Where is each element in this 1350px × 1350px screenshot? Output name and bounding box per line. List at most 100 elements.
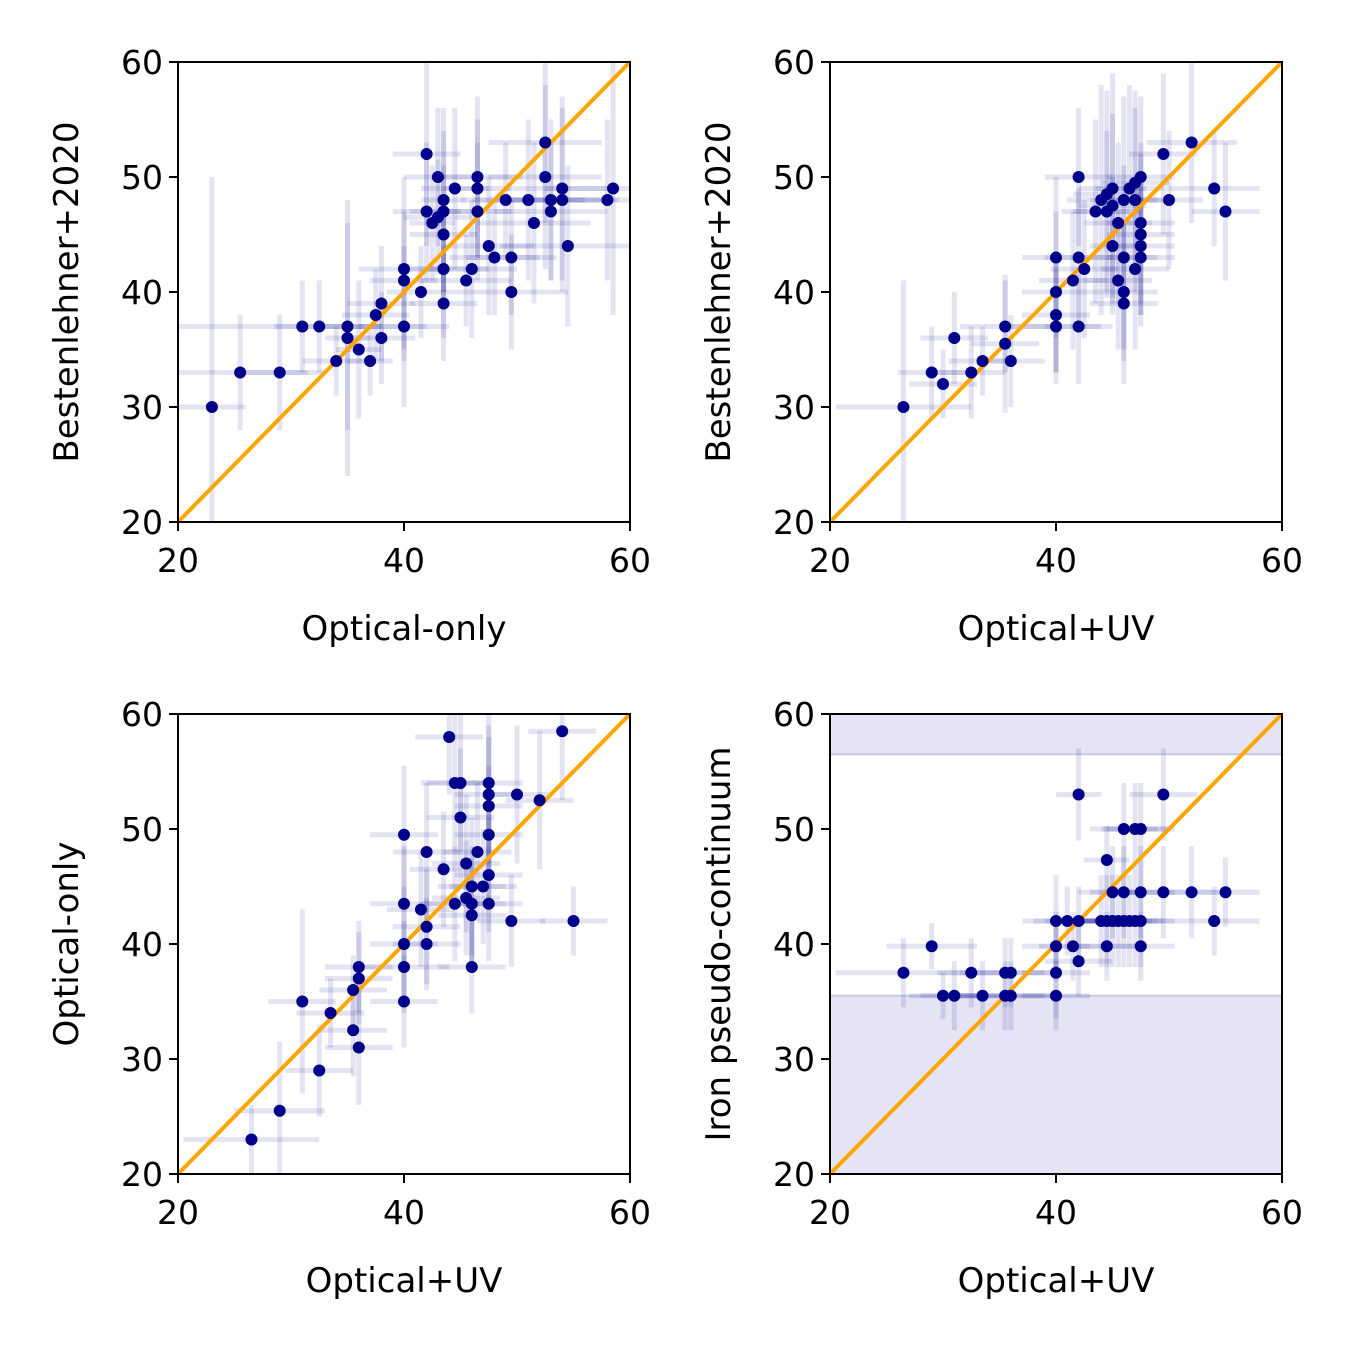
panel-2: 20 40 60 20 30 40 50 60 Optical+UV Bestenlehner+2… (699, 43, 1303, 649)
data-point (1134, 915, 1147, 927)
data-point (1157, 788, 1170, 801)
data-point (511, 788, 523, 801)
data-point (567, 915, 580, 927)
y-tick-label: 30 (121, 388, 163, 427)
data-point (460, 857, 473, 870)
plot-area (178, 714, 630, 1174)
data-point (437, 194, 450, 206)
y-axis-label: Bestenlehner+2020 (699, 121, 739, 462)
data-point (1129, 263, 1142, 275)
data-point (330, 355, 343, 367)
data-point (556, 194, 569, 206)
data-point (443, 731, 456, 743)
data-point (539, 136, 552, 149)
x-tick-label: 20 (157, 1193, 199, 1232)
data-point (1117, 886, 1130, 899)
data-point (1134, 217, 1147, 229)
data-point (471, 846, 484, 858)
data-point (352, 961, 365, 973)
data-point (420, 846, 433, 858)
data-point (1106, 199, 1119, 212)
data-point (1134, 886, 1147, 899)
data-point (482, 869, 495, 881)
data-point (347, 1024, 360, 1037)
data-point (1072, 171, 1085, 183)
y-tick-label: 50 (121, 158, 163, 197)
data-point (1050, 966, 1062, 979)
data-point (398, 263, 410, 275)
data-point (1157, 148, 1170, 160)
data-point (533, 794, 546, 807)
y-tick-label: 50 (121, 810, 163, 849)
x-tick-label: 40 (383, 1193, 425, 1232)
data-point (420, 148, 433, 160)
data-point (965, 966, 978, 979)
data-point (398, 938, 410, 950)
x-tick-label: 20 (809, 541, 851, 580)
x-tick-label: 40 (1035, 1193, 1077, 1232)
data-point (414, 286, 427, 298)
y-tick-label: 60 (773, 695, 815, 734)
data-point (471, 205, 484, 218)
data-point (1106, 886, 1119, 899)
data-point (234, 366, 247, 379)
data-point (375, 332, 388, 344)
data-point (1134, 823, 1147, 835)
data-point (1134, 940, 1147, 953)
data-point (414, 903, 427, 916)
y-tick-label: 60 (121, 43, 163, 82)
x-tick-label: 60 (1261, 1193, 1303, 1232)
x-axis-label: Optical+UV (958, 609, 1155, 649)
y-tick-label: 20 (773, 1155, 815, 1194)
data-point (420, 205, 433, 218)
data-point (999, 337, 1012, 350)
data-point (1004, 355, 1017, 367)
data-point (1072, 955, 1085, 968)
y-tick-label: 30 (773, 388, 815, 427)
data-point (1185, 136, 1198, 149)
data-point (1072, 251, 1085, 264)
data-point (364, 355, 377, 367)
plot-area (178, 62, 630, 522)
data-point (1134, 171, 1147, 183)
data-point (437, 205, 450, 218)
data-point (539, 171, 552, 183)
data-point (482, 777, 495, 789)
data-point (431, 171, 444, 183)
y-tick-label: 20 (773, 503, 815, 542)
x-tick-label: 60 (1261, 541, 1303, 580)
data-point (465, 961, 478, 973)
data-point (1157, 886, 1170, 899)
panel-1: 20 40 60 20 30 40 50 60 Optical-only Bestenlehner… (47, 43, 651, 649)
data-point (1066, 274, 1079, 287)
panel-3: 20 40 60 20 30 40 50 60 Optical+UV Optical-only (47, 695, 651, 1301)
x-tick-label: 40 (1035, 541, 1077, 580)
data-point (1185, 886, 1198, 899)
x-tick-label: 60 (609, 541, 651, 580)
data-point (1134, 228, 1147, 241)
data-point (1004, 989, 1017, 1002)
data-point (522, 194, 535, 206)
data-point (465, 263, 478, 275)
data-point (313, 1064, 326, 1077)
data-point (1100, 940, 1113, 953)
data-point (296, 320, 309, 333)
data-point (1050, 286, 1062, 298)
data-point (1134, 251, 1147, 264)
shaded-band (830, 714, 1282, 755)
data-point (561, 240, 574, 252)
y-tick-label: 20 (121, 503, 163, 542)
plot-area (830, 714, 1282, 1174)
data-point (482, 240, 495, 252)
y-axis-label: Bestenlehner+2020 (47, 121, 87, 462)
data-point (1106, 182, 1119, 195)
data-point (505, 915, 518, 927)
x-tick-label: 40 (383, 541, 425, 580)
data-point (1117, 823, 1130, 835)
data-point (1050, 989, 1062, 1002)
y-tick-label: 20 (121, 1155, 163, 1194)
data-point (398, 995, 410, 1008)
data-point (948, 989, 961, 1002)
data-point (1004, 966, 1017, 979)
data-point (544, 205, 557, 218)
